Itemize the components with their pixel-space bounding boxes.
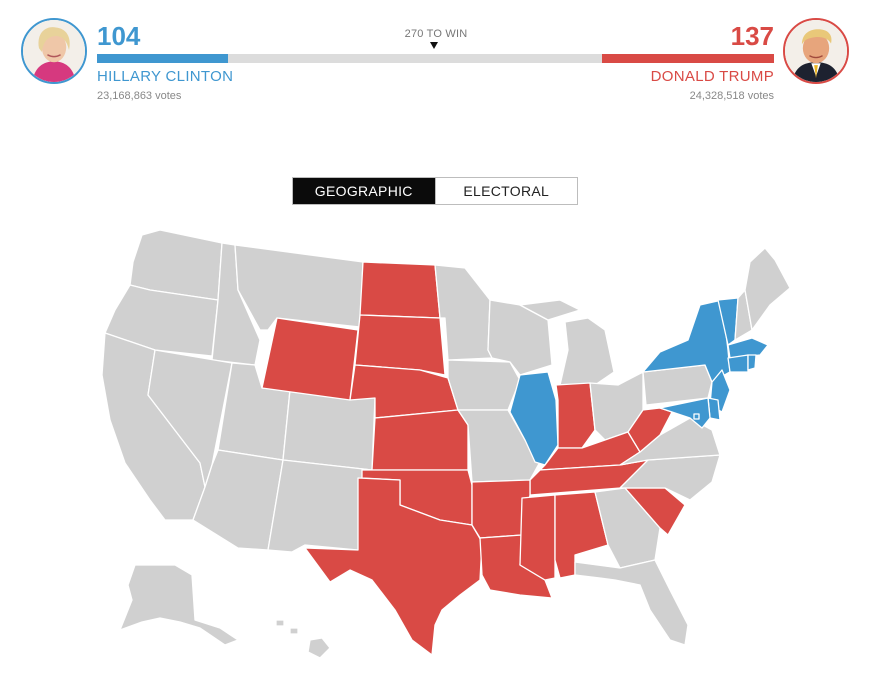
trump-avatar — [783, 18, 849, 84]
state-dc[interactable] — [693, 413, 700, 420]
threshold-marker-icon — [430, 42, 438, 49]
state-md[interactable] — [659, 397, 711, 429]
clinton-electoral-count: 104 — [97, 21, 141, 51]
state-ct[interactable] — [727, 354, 749, 373]
electoral-tab[interactable]: ELECTORAL — [434, 178, 577, 204]
state-fl[interactable] — [574, 559, 689, 646]
state-tx[interactable] — [304, 477, 483, 656]
state-ms[interactable] — [519, 494, 556, 581]
state-ks[interactable] — [371, 409, 469, 471]
trump-progress-fill — [601, 54, 774, 63]
state-wy[interactable] — [261, 317, 359, 401]
state-co[interactable] — [282, 389, 376, 471]
threshold-label: 270 TO WIN — [404, 28, 468, 40]
state-mn[interactable] — [434, 264, 493, 361]
clinton-progress-fill — [97, 54, 228, 63]
state-me[interactable] — [744, 247, 791, 331]
trump-name: DONALD TRUMP — [650, 68, 774, 85]
state-nd[interactable] — [359, 261, 441, 319]
state-mt[interactable] — [234, 244, 364, 331]
state-mo[interactable] — [457, 409, 541, 483]
clinton-avatar — [21, 18, 87, 84]
state-hi[interactable] — [275, 619, 331, 659]
state-in[interactable] — [555, 382, 596, 449]
trump-popular-votes: 24,328,518 votes — [689, 90, 774, 102]
map-view-toggle: GEOGRAPHIC ELECTORAL — [292, 177, 578, 205]
state-ia[interactable] — [447, 359, 521, 411]
state-ri[interactable] — [747, 354, 757, 371]
electoral-progress-bar — [97, 54, 774, 63]
state-ak[interactable] — [119, 564, 239, 646]
trump-portrait-icon — [785, 20, 847, 82]
geographic-tab[interactable]: GEOGRAPHIC — [293, 178, 435, 204]
state-mi[interactable] — [519, 299, 615, 386]
trump-electoral-count: 137 — [730, 21, 774, 51]
state-ma[interactable] — [727, 337, 769, 359]
clinton-popular-votes: 23,168,863 votes — [97, 90, 182, 102]
clinton-name: HILLARY CLINTON — [97, 68, 234, 85]
state-nm[interactable] — [267, 459, 373, 553]
state-or[interactable] — [104, 284, 219, 357]
clinton-portrait-icon — [23, 20, 85, 82]
state-sd[interactable] — [354, 314, 446, 376]
